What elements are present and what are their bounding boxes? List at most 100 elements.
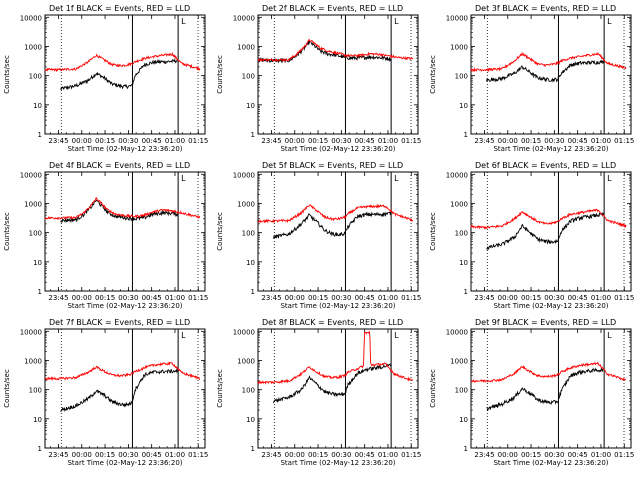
x-tick-label: 00:00 bbox=[285, 451, 305, 459]
x-tick-label: 00:30 bbox=[544, 451, 564, 459]
y-tick-label: 1 bbox=[464, 131, 468, 139]
y-tick-label: 10000 bbox=[446, 14, 468, 22]
plot-frame bbox=[44, 14, 206, 135]
corner-l-marker: L bbox=[394, 17, 399, 26]
x-tick-label: 00:00 bbox=[498, 294, 518, 302]
x-tick-label: 00:00 bbox=[72, 137, 92, 145]
y-tick-label: 1 bbox=[251, 288, 255, 296]
x-tick-label: 23:45 bbox=[261, 451, 281, 459]
plot-panel-2: Det 2f BLACK = Events, RED = LLD 1 10 100 10… bbox=[216, 4, 421, 153]
y-tick-label: 100 bbox=[242, 387, 255, 395]
y-tick-label: 1000 bbox=[450, 357, 468, 365]
y-tick-label: 10000 bbox=[446, 328, 468, 336]
x-tick-label: 00:00 bbox=[285, 294, 305, 302]
x-axis-label: Start Time (02-May-12 23:36:20) bbox=[67, 302, 182, 310]
x-tick-label: 00:30 bbox=[544, 137, 564, 145]
y-tick-label: 10 bbox=[33, 102, 42, 110]
y-tick-label: 10 bbox=[459, 102, 468, 110]
x-axis-label: Start Time (02-May-12 23:36:20) bbox=[67, 145, 182, 153]
events-series-line bbox=[60, 58, 179, 91]
y-tick-label: 1000 bbox=[24, 43, 42, 51]
lld-series-line bbox=[257, 330, 414, 385]
y-axis-label: Counts/sec bbox=[429, 55, 437, 94]
y-tick-label: 1000 bbox=[24, 200, 42, 208]
x-tick-label: 01:15 bbox=[188, 451, 208, 459]
x-tick-label: 23:45 bbox=[261, 137, 281, 145]
x-tick-label: 01:00 bbox=[378, 294, 398, 302]
plot-title: Det 6f BLACK = Events, RED = LLD bbox=[475, 161, 616, 170]
y-tick-label: 100 bbox=[455, 73, 468, 81]
x-tick-label: 00:15 bbox=[308, 137, 328, 145]
plot-panel-9: Det 9f BLACK = Events, RED = LLD 1 10 100 10… bbox=[429, 318, 634, 467]
y-tick-label: 10000 bbox=[20, 328, 42, 336]
y-tick-label: 10 bbox=[33, 416, 42, 424]
x-tick-label: 00:00 bbox=[72, 451, 92, 459]
y-tick-label: 1 bbox=[38, 131, 42, 139]
lld-series-line bbox=[257, 38, 414, 63]
x-tick-label: 00:30 bbox=[118, 451, 138, 459]
x-tick-label: 00:45 bbox=[142, 294, 162, 302]
events-series-line bbox=[486, 367, 605, 412]
plot-frame bbox=[470, 171, 632, 292]
corner-l-marker: L bbox=[181, 174, 186, 183]
plot-title: Det 4f BLACK = Events, RED = LLD bbox=[49, 161, 190, 170]
x-tick-label: 00:45 bbox=[142, 451, 162, 459]
y-tick-label: 1000 bbox=[237, 200, 255, 208]
y-tick-label: 10000 bbox=[233, 328, 255, 336]
y-tick-label: 10 bbox=[246, 102, 255, 110]
x-tick-label: 01:15 bbox=[614, 137, 634, 145]
x-tick-label: 01:15 bbox=[188, 294, 208, 302]
x-tick-label: 01:15 bbox=[401, 294, 421, 302]
lld-series-line bbox=[257, 203, 414, 224]
lld-series-line bbox=[44, 361, 201, 382]
y-axis-label: Counts/sec bbox=[3, 369, 11, 408]
corner-l-marker: L bbox=[607, 17, 612, 26]
y-axis-label: Counts/sec bbox=[3, 55, 11, 94]
corner-l-marker: L bbox=[607, 174, 612, 183]
plot-title: Det 3f BLACK = Events, RED = LLD bbox=[475, 4, 616, 13]
y-tick-label: 100 bbox=[242, 230, 255, 238]
corner-l-marker: L bbox=[181, 17, 186, 26]
x-tick-label: 00:30 bbox=[331, 451, 351, 459]
corner-l-marker: L bbox=[181, 331, 186, 340]
events-series-line bbox=[257, 41, 392, 64]
events-series-line bbox=[486, 59, 605, 83]
y-tick-label: 10000 bbox=[446, 171, 468, 179]
x-tick-label: 00:15 bbox=[95, 137, 115, 145]
x-tick-label: 00:45 bbox=[355, 137, 375, 145]
y-tick-label: 10000 bbox=[20, 171, 42, 179]
x-tick-label: 00:15 bbox=[308, 294, 328, 302]
y-axis-label: Counts/sec bbox=[216, 212, 224, 251]
x-tick-label: 00:45 bbox=[355, 294, 375, 302]
x-tick-label: 23:45 bbox=[474, 451, 494, 459]
plot-frame bbox=[257, 328, 419, 449]
x-axis-label: Start Time (02-May-12 23:36:20) bbox=[280, 459, 395, 467]
y-tick-label: 1 bbox=[251, 445, 255, 453]
events-series-line bbox=[486, 211, 605, 251]
x-tick-label: 00:00 bbox=[285, 137, 305, 145]
corner-l-marker: L bbox=[394, 174, 399, 183]
x-tick-label: 00:30 bbox=[544, 294, 564, 302]
x-tick-label: 00:00 bbox=[498, 137, 518, 145]
plot-frame bbox=[257, 14, 419, 135]
plot-title: Det 5f BLACK = Events, RED = LLD bbox=[262, 161, 403, 170]
x-tick-label: 01:00 bbox=[378, 451, 398, 459]
plot-panel-5: Det 5f BLACK = Events, RED = LLD 1 10 100 10… bbox=[216, 161, 421, 310]
plot-panel-4: Det 4f BLACK = Events, RED = LLD 1 10 100 10… bbox=[3, 161, 208, 310]
lld-series-line bbox=[470, 51, 627, 73]
y-tick-label: 10000 bbox=[233, 171, 255, 179]
plot-title: Det 2f BLACK = Events, RED = LLD bbox=[262, 4, 403, 13]
y-tick-label: 10000 bbox=[20, 14, 42, 22]
y-tick-label: 10 bbox=[246, 259, 255, 267]
y-tick-label: 1000 bbox=[237, 43, 255, 51]
x-tick-label: 01:00 bbox=[591, 451, 611, 459]
lld-series-line bbox=[44, 196, 201, 221]
x-tick-label: 00:30 bbox=[331, 137, 351, 145]
x-tick-label: 00:30 bbox=[331, 294, 351, 302]
x-tick-label: 01:00 bbox=[165, 451, 185, 459]
plot-frame bbox=[44, 328, 206, 449]
y-tick-label: 100 bbox=[455, 230, 468, 238]
plot-title: Det 1f BLACK = Events, RED = LLD bbox=[49, 4, 190, 13]
plot-panel-1: Det 1f BLACK = Events, RED = LLD 1 10 100 10… bbox=[3, 4, 208, 153]
